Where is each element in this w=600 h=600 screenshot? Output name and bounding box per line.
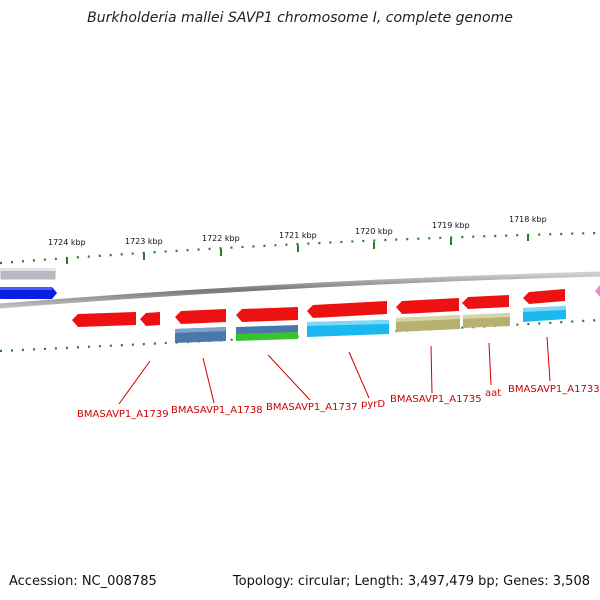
- gene-arrow: [307, 301, 387, 318]
- tick-label: 1722 kbp: [202, 234, 240, 243]
- gene-label: pyrD: [361, 399, 385, 410]
- gene-labels: BMASAVP1_A1739 BMASAVP1_A1738 BMASAVP1_A…: [77, 384, 600, 420]
- green-block: [236, 332, 298, 341]
- gene-arrow: [462, 295, 509, 309]
- gene-label: BMASAVP1_A1739: [77, 409, 169, 420]
- gene-label: BMASAVP1_A1735: [390, 394, 482, 405]
- gene-label: BMASAVP1_A1737: [266, 402, 358, 413]
- label-leaders: [118, 336, 551, 405]
- gene-arrow: [140, 312, 160, 326]
- left-feature-group: [0, 267, 57, 299]
- feature-blocks: [175, 306, 566, 343]
- gene-arrows: [72, 289, 565, 327]
- chromosome-backbone: [0, 271, 600, 309]
- tick-label: 1719 kbp: [432, 221, 470, 230]
- gene-label: BMASAVP1_A1733: [508, 384, 600, 395]
- tick-label: 1718 kbp: [509, 215, 547, 224]
- tick-label: 1721 kbp: [279, 231, 317, 240]
- gene-label: aat: [485, 388, 501, 399]
- gene-arrow: [523, 289, 565, 304]
- gene-arrow: [396, 298, 459, 314]
- accession-text: Accession: NC_008785: [9, 574, 157, 589]
- gene-arrow: [175, 309, 226, 324]
- gene-arrow: [236, 307, 298, 322]
- genome-stats-text: Topology: circular; Length: 3,497,479 bp…: [232, 574, 590, 589]
- map-title: Burkholderia mallei SAVP1 chromosome I, …: [87, 10, 513, 26]
- tick-label: 1720 kbp: [355, 227, 393, 236]
- pink-feature: [595, 285, 600, 297]
- gene-label: BMASAVP1_A1738: [171, 405, 263, 416]
- tick-label: 1723 kbp: [125, 237, 163, 246]
- scale-ticks: 1724 kbp 1723 kbp 1722 kbp 1721 kbp 1720…: [48, 215, 547, 264]
- gene-arrow: [72, 312, 136, 327]
- tick-label: 1724 kbp: [48, 238, 86, 247]
